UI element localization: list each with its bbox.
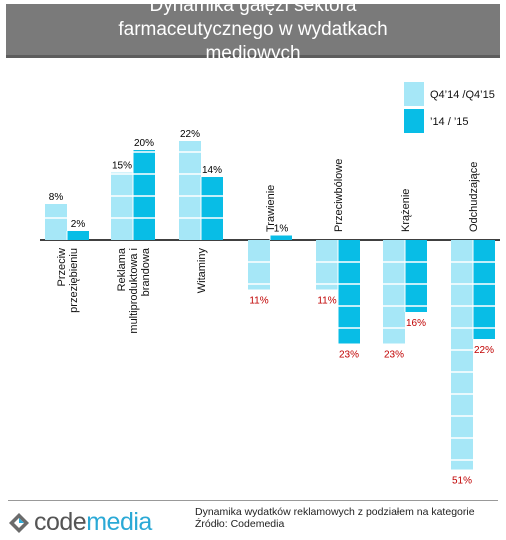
legend-label-1: Q4’14 /Q4’15 (430, 89, 495, 101)
bar-series2-5 (405, 240, 427, 312)
category-label: Reklama (116, 247, 128, 291)
footer-caption: Dynamika wydatków reklamowych z podziałe… (195, 506, 475, 518)
bar-series1-1 (111, 172, 133, 240)
logo-text-media: media (86, 508, 152, 536)
data-label: 16% (406, 318, 426, 329)
footer: codemedia Dynamika wydatków reklamowych … (0, 500, 506, 540)
data-label: 23% (384, 350, 404, 361)
category-label: Krążenie (400, 189, 412, 232)
category-label: brandowa (140, 247, 152, 296)
bar-series2-1 (133, 150, 155, 240)
data-label: 22% (180, 129, 200, 140)
category-label: multiproduktowa i (128, 248, 140, 334)
category-label: Odchudzające (468, 162, 480, 232)
data-label: 22% (474, 345, 494, 356)
data-label: 8% (49, 192, 64, 203)
data-label: 2% (71, 219, 86, 230)
footer-divider (8, 500, 498, 501)
data-label: 51% (452, 476, 472, 487)
legend-label-2: ’14 / ’15 (430, 116, 469, 128)
data-label: 15% (112, 161, 132, 172)
data-label: 11% (317, 296, 336, 307)
data-label: 23% (339, 350, 359, 361)
chart-title: Dynamika gałęzi sektora farmaceutycznego… (118, 0, 388, 64)
data-label: 1% (274, 224, 289, 235)
bar-series1-2 (179, 141, 201, 240)
legend-swatch-2 (404, 109, 424, 133)
category-label: Przeciwbólowe (333, 159, 345, 232)
logo-text-code: code (34, 508, 87, 536)
bar-series2-0 (67, 231, 89, 240)
category-label: Przeciw (56, 248, 68, 287)
data-label: 20% (134, 138, 154, 149)
bar-chart: 8% 15% 22% 11% 11% 23% 51% 2% 20% 14% 1% 23% 16% 22% P… (40, 82, 500, 487)
bar-series2-4 (338, 240, 360, 344)
codemedia-logo: codemedia (8, 508, 188, 536)
footer-source: Źródło: Codemedia (195, 518, 285, 530)
bar-series2-6 (473, 240, 495, 339)
footer-text: Dynamika wydatków reklamowych z podziałe… (195, 506, 475, 530)
bar-series1-6 (451, 240, 473, 470)
data-label: 11% (249, 296, 268, 307)
bar-series2-3 (270, 235, 292, 240)
legend-swatch-1 (404, 82, 424, 106)
category-label: przeziębieniu (68, 248, 80, 313)
bar-series1-4 (316, 240, 338, 290)
logo-diamond-icon (9, 513, 29, 533)
category-label: Trawienie (265, 185, 277, 232)
bar-series2-2 (201, 177, 223, 240)
data-label: 14% (202, 165, 222, 176)
bar-series1-3 (248, 240, 270, 290)
bar-series1-0 (45, 204, 67, 240)
logo-wordmark: codemedia (34, 508, 152, 537)
chart-title-banner: Dynamika gałęzi sektora farmaceutycznego… (6, 0, 500, 64)
category-label: Witaminy (196, 248, 208, 294)
bar-series1-5 (383, 240, 405, 344)
